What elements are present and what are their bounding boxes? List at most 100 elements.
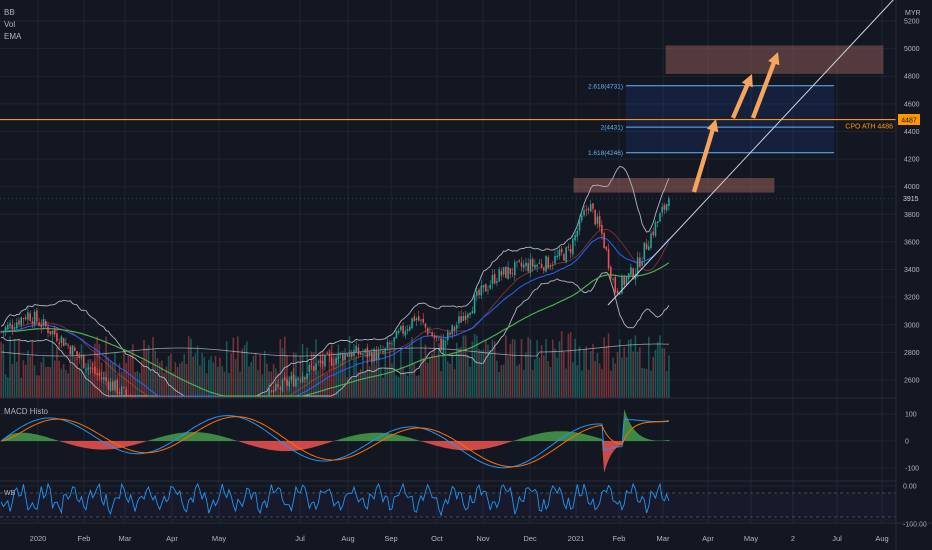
legend-ema[interactable]: EMA — [4, 32, 22, 41]
candle-body — [420, 319, 422, 321]
legend-vol[interactable]: Vol — [4, 20, 15, 29]
candle-body — [192, 396, 194, 397]
candle-body — [623, 276, 625, 286]
price-tick-label: 3200 — [904, 295, 920, 302]
volume-bar — [491, 339, 494, 398]
volume-bar — [165, 366, 168, 398]
volume-bar — [543, 355, 545, 398]
candle-body — [384, 347, 387, 353]
volume-bar — [455, 342, 458, 398]
candle-body — [359, 352, 362, 355]
candle-body — [167, 396, 170, 397]
candle-body — [225, 396, 228, 397]
volume-bar — [627, 339, 630, 398]
candle-body — [353, 350, 355, 356]
candle-body — [275, 383, 277, 391]
fibonacci-level-label: 2.618(4731) — [588, 83, 623, 90]
volume-bar — [85, 363, 87, 398]
candle-body — [576, 231, 579, 237]
price-axis[interactable]: MYR 5200 5000 4800 4600 4400 4200 4000 3800 3600… — [895, 0, 932, 550]
volume-bar — [594, 361, 596, 398]
volume-bar — [143, 339, 145, 398]
candle-body — [96, 373, 98, 375]
candle-body — [634, 274, 637, 280]
candle-body — [616, 290, 619, 294]
volume-bar — [545, 339, 547, 398]
volume-bar — [558, 341, 561, 398]
drawings[interactable] — [607, 0, 895, 306]
candle-body — [665, 204, 668, 211]
candle-body — [277, 384, 279, 387]
candle-body — [641, 261, 643, 266]
candle-body — [507, 266, 509, 279]
volume-bar — [196, 345, 199, 398]
candle-body — [149, 396, 152, 397]
price-tick-label: 5200 — [904, 19, 920, 26]
candle-body — [388, 343, 391, 345]
ath-axis-label: 4487 — [901, 118, 917, 125]
volume-bar — [645, 368, 648, 398]
candle-body — [27, 312, 29, 320]
volume-bar — [424, 344, 427, 398]
time-label: Jul — [832, 534, 842, 543]
candle-body — [594, 209, 596, 225]
candle-body — [326, 352, 328, 354]
volume-bar — [87, 359, 89, 398]
price-tick-label: 5000 — [904, 46, 920, 53]
oscillator-title[interactable]: WB — [4, 490, 16, 497]
candle-body — [288, 381, 290, 387]
candle-body — [621, 276, 623, 294]
volume-bar — [353, 343, 355, 398]
candle-body — [409, 326, 411, 331]
candle-body — [45, 320, 47, 327]
macd-histogram-negative — [0, 441, 670, 473]
time-label: Apr — [166, 534, 178, 543]
candle-body — [574, 235, 576, 241]
candle-body — [585, 209, 588, 211]
candle-body — [516, 261, 518, 263]
time-axis[interactable]: 2020 Feb Mar Apr May Jul Aug Sep Oct Nov Dec 2021 Fe… — [0, 522, 932, 543]
candle-body — [380, 349, 382, 351]
volume-bar — [359, 369, 362, 398]
volume-bar — [576, 365, 579, 398]
candle-body — [518, 260, 521, 262]
legend-bb[interactable]: BB — [4, 8, 15, 17]
candle-body — [496, 281, 498, 284]
volume-bar — [216, 366, 219, 398]
macd-title[interactable]: MACD Histo — [4, 407, 49, 416]
time-label: Aug — [875, 534, 888, 543]
candle-body — [310, 365, 313, 367]
volume-bar — [194, 353, 197, 398]
candle-body — [587, 208, 590, 211]
candle-body — [442, 339, 445, 351]
fibonacci-levels: 2.618(4731) 2(4431) 1.618(4246) CPO ATH 448… — [0, 83, 896, 199]
volume-bar — [502, 364, 505, 398]
candle-body — [565, 247, 567, 263]
volume-bar — [183, 354, 186, 398]
candle-body — [13, 328, 16, 330]
volume-bar — [663, 348, 666, 398]
candle-body — [219, 396, 221, 397]
volume-bar — [433, 337, 436, 398]
candle-body — [556, 255, 558, 258]
volume-bar — [382, 377, 384, 398]
volume-bar — [192, 356, 194, 398]
volume-bar — [469, 366, 471, 398]
candle-body — [391, 343, 393, 345]
candle-body — [589, 204, 592, 212]
volume-bar — [330, 342, 333, 398]
candle-body — [74, 347, 76, 351]
volume-bar — [29, 356, 31, 398]
volume-bar — [62, 364, 65, 398]
candle-body — [476, 291, 478, 296]
candle-body — [65, 342, 67, 345]
volume-bar — [154, 350, 156, 398]
volume-bar — [36, 375, 38, 398]
candle-body — [203, 396, 206, 397]
volume-bar — [536, 340, 538, 398]
volume-bar — [246, 341, 248, 398]
candle-body — [60, 336, 63, 343]
time-labels: 2020 Feb Mar Apr May Jul Aug Sep Oct Nov Dec 2021 Fe… — [30, 534, 889, 543]
volume-bar — [114, 352, 116, 398]
